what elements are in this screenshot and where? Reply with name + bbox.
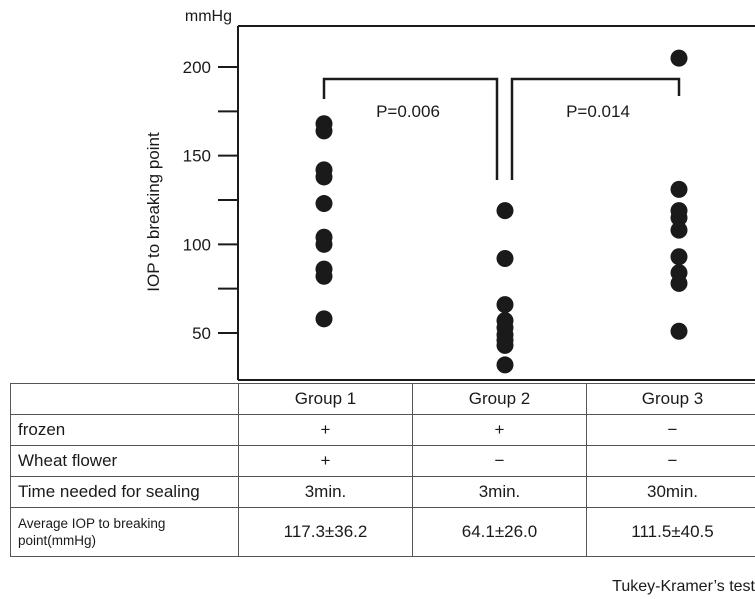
table-cell: 64.1±26.0 [412, 507, 587, 557]
significance-brackets: P=0.006 P=0.014 [322, 77, 681, 180]
data-point [315, 235, 333, 253]
data-point [670, 49, 688, 67]
p-value-label: P=0.006 [376, 102, 440, 121]
table-cell: 3min. [238, 476, 413, 508]
table-row: Average IOP to breaking point(mmHg) 117.… [10, 507, 755, 557]
statistical-test-note: Tukey-Kramer’s test [612, 578, 755, 595]
significance-bracket [322, 77, 499, 180]
data-point [670, 209, 688, 227]
table-cell: − [586, 445, 755, 477]
table-cell: + [238, 445, 413, 477]
table-header-cell: Group 2 [412, 383, 587, 415]
table-row: frozen + + − [10, 414, 755, 446]
significance-bracket [510, 77, 681, 180]
table-cell: − [412, 445, 587, 477]
p-value-label: P=0.014 [566, 102, 630, 121]
table-cell: 30min. [586, 476, 755, 508]
plot-frame [237, 25, 755, 381]
y-tick-label: 150 [183, 147, 211, 166]
data-point [670, 248, 688, 266]
data-point [315, 195, 333, 213]
table-header-row: Group 1 Group 2 Group 3 [10, 383, 755, 415]
row-label: Time needed for sealing [10, 476, 239, 508]
y-axis-ticks: 50 100 150 200 [183, 58, 237, 343]
y-unit-label: mmHg [185, 8, 232, 25]
row-label: Wheat flower [10, 445, 239, 477]
table-cell: 117.3±36.2 [238, 507, 413, 557]
data-point [496, 336, 514, 354]
table-header-cell [10, 383, 239, 415]
table-row: Time needed for sealing 3min. 3min. 30mi… [10, 476, 755, 508]
data-point [315, 122, 333, 140]
data-point [315, 267, 333, 285]
scatter-plot: mmHg IOP to breaking point 50 100 150 200 P… [144, 8, 755, 381]
table-cell: 3min. [412, 476, 587, 508]
table-cell: + [238, 414, 413, 446]
data-point [670, 221, 688, 239]
y-tick-label: 50 [192, 324, 211, 343]
row-label: frozen [10, 414, 239, 446]
data-point [496, 356, 514, 374]
data-point [496, 202, 514, 220]
data-point [496, 250, 514, 268]
data-point [315, 168, 333, 186]
y-tick-label: 100 [183, 235, 211, 254]
y-tick-label: 200 [183, 58, 211, 77]
row-label: Average IOP to breaking point(mmHg) [10, 507, 239, 557]
data-points [315, 49, 688, 374]
table-header-cell: Group 1 [238, 383, 413, 415]
table-cell: − [586, 414, 755, 446]
table-cell: + [412, 414, 587, 446]
data-point [670, 274, 688, 292]
data-point [496, 296, 514, 314]
data-point [670, 180, 688, 198]
table-cell: 111.5±40.5 [586, 507, 755, 557]
conditions-table: Group 1 Group 2 Group 3 frozen + + − Whe… [10, 383, 755, 557]
table-header-cell: Group 3 [586, 383, 755, 415]
y-axis-title: IOP to breaking point [144, 132, 163, 292]
table-row: Wheat flower + − − [10, 445, 755, 477]
data-point [670, 322, 688, 340]
data-point [315, 310, 333, 328]
